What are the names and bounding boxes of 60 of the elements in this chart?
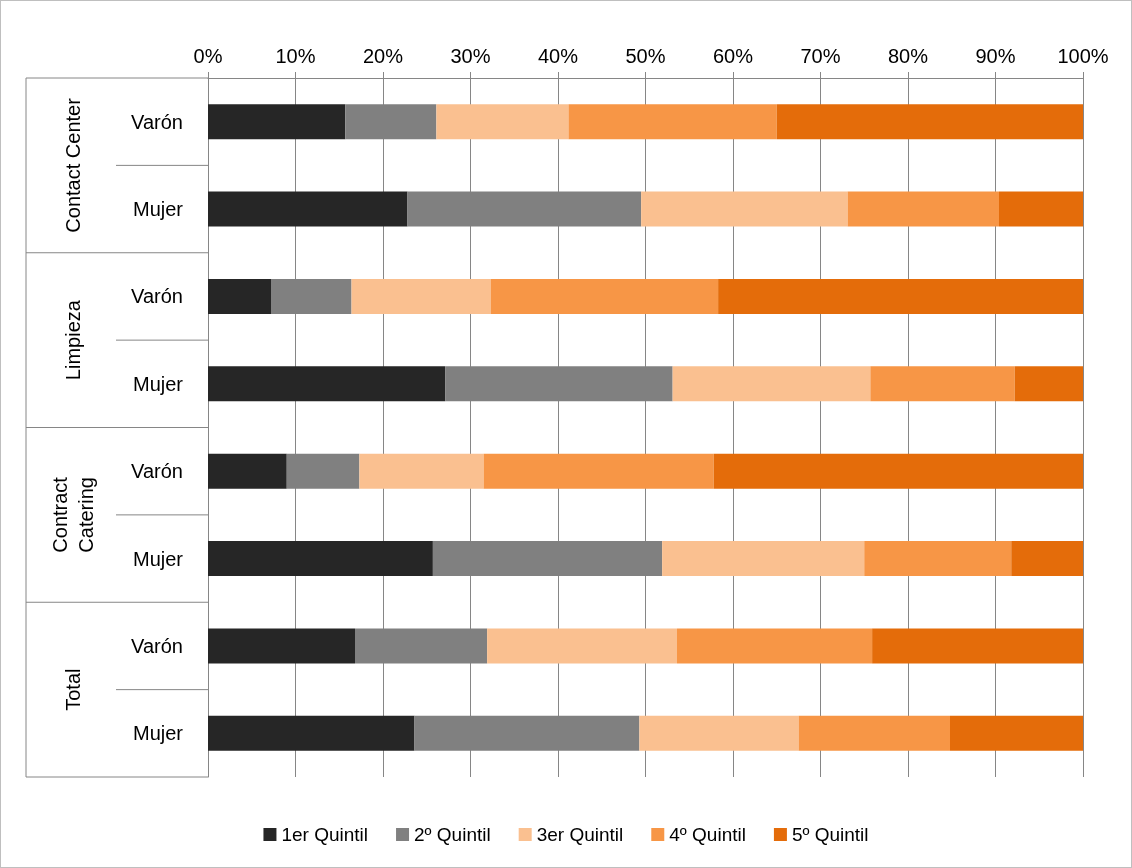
- bar: [351, 278, 491, 314]
- legend-label: 4º Quintil: [669, 824, 746, 845]
- x-tick-label: 20%: [362, 45, 404, 67]
- bar: [641, 191, 848, 227]
- bar: [208, 104, 346, 140]
- bar: [999, 191, 1083, 227]
- x-tick-label: 10%: [275, 45, 316, 67]
- bar: [677, 628, 873, 664]
- x-tick-label: 0%: [193, 45, 223, 67]
- bar: [1014, 366, 1083, 402]
- bar: [208, 628, 355, 664]
- bar: [208, 366, 446, 402]
- legend-label: 3er Quintil: [536, 824, 624, 845]
- x-tick-label: 50%: [625, 45, 666, 67]
- x-tick-label: 60%: [712, 45, 754, 67]
- x-tick-label: 30%: [450, 45, 491, 67]
- y-tick-label: Varón: [131, 460, 183, 483]
- text: Contact Center: [62, 97, 84, 233]
- bar: [662, 541, 865, 577]
- legend-label: 5º Quintil: [791, 824, 869, 845]
- bar: [483, 453, 714, 489]
- text: Total: [62, 668, 84, 711]
- x-tick-label: 40%: [537, 45, 579, 67]
- bar: [359, 453, 484, 489]
- bar: [436, 104, 569, 140]
- text: Contract Catering: [49, 476, 97, 553]
- bar: [568, 104, 777, 140]
- x-tick-label: 90%: [975, 45, 1016, 67]
- bar: [208, 453, 287, 489]
- legend-label: 2º Quintil: [414, 824, 491, 845]
- x-tick-label: 80%: [887, 45, 929, 67]
- y-tick-label: Mujer: [132, 198, 184, 221]
- bar: [847, 191, 999, 227]
- bar: [208, 278, 271, 314]
- bar: [208, 191, 408, 227]
- bar: [864, 541, 1012, 577]
- bar: [490, 278, 719, 314]
- bar: [950, 715, 1083, 751]
- bar: [798, 715, 950, 751]
- text: Limpieza: [62, 299, 84, 381]
- bar: [1011, 541, 1083, 577]
- bar: [872, 628, 1083, 664]
- x-tick-label: 100%: [1057, 45, 1109, 67]
- legend-label: 1er Quintil: [281, 824, 369, 845]
- x-tick-label: 70%: [800, 45, 841, 67]
- bar: [208, 715, 415, 751]
- y-tick-label: Mujer: [132, 722, 184, 745]
- y-tick-label: Mujer: [132, 547, 184, 570]
- y-tick-label: Varón: [131, 110, 183, 133]
- bar: [870, 366, 1015, 402]
- bar: [776, 104, 1083, 140]
- bar: [639, 715, 799, 751]
- bar: [487, 628, 677, 664]
- bar: [672, 366, 871, 402]
- y-tick-label: Varón: [131, 634, 183, 657]
- bar: [713, 453, 1083, 489]
- y-tick-label: Mujer: [132, 372, 184, 395]
- bar: [718, 278, 1083, 314]
- y-tick-label: Varón: [131, 285, 183, 308]
- bar: [208, 541, 433, 577]
